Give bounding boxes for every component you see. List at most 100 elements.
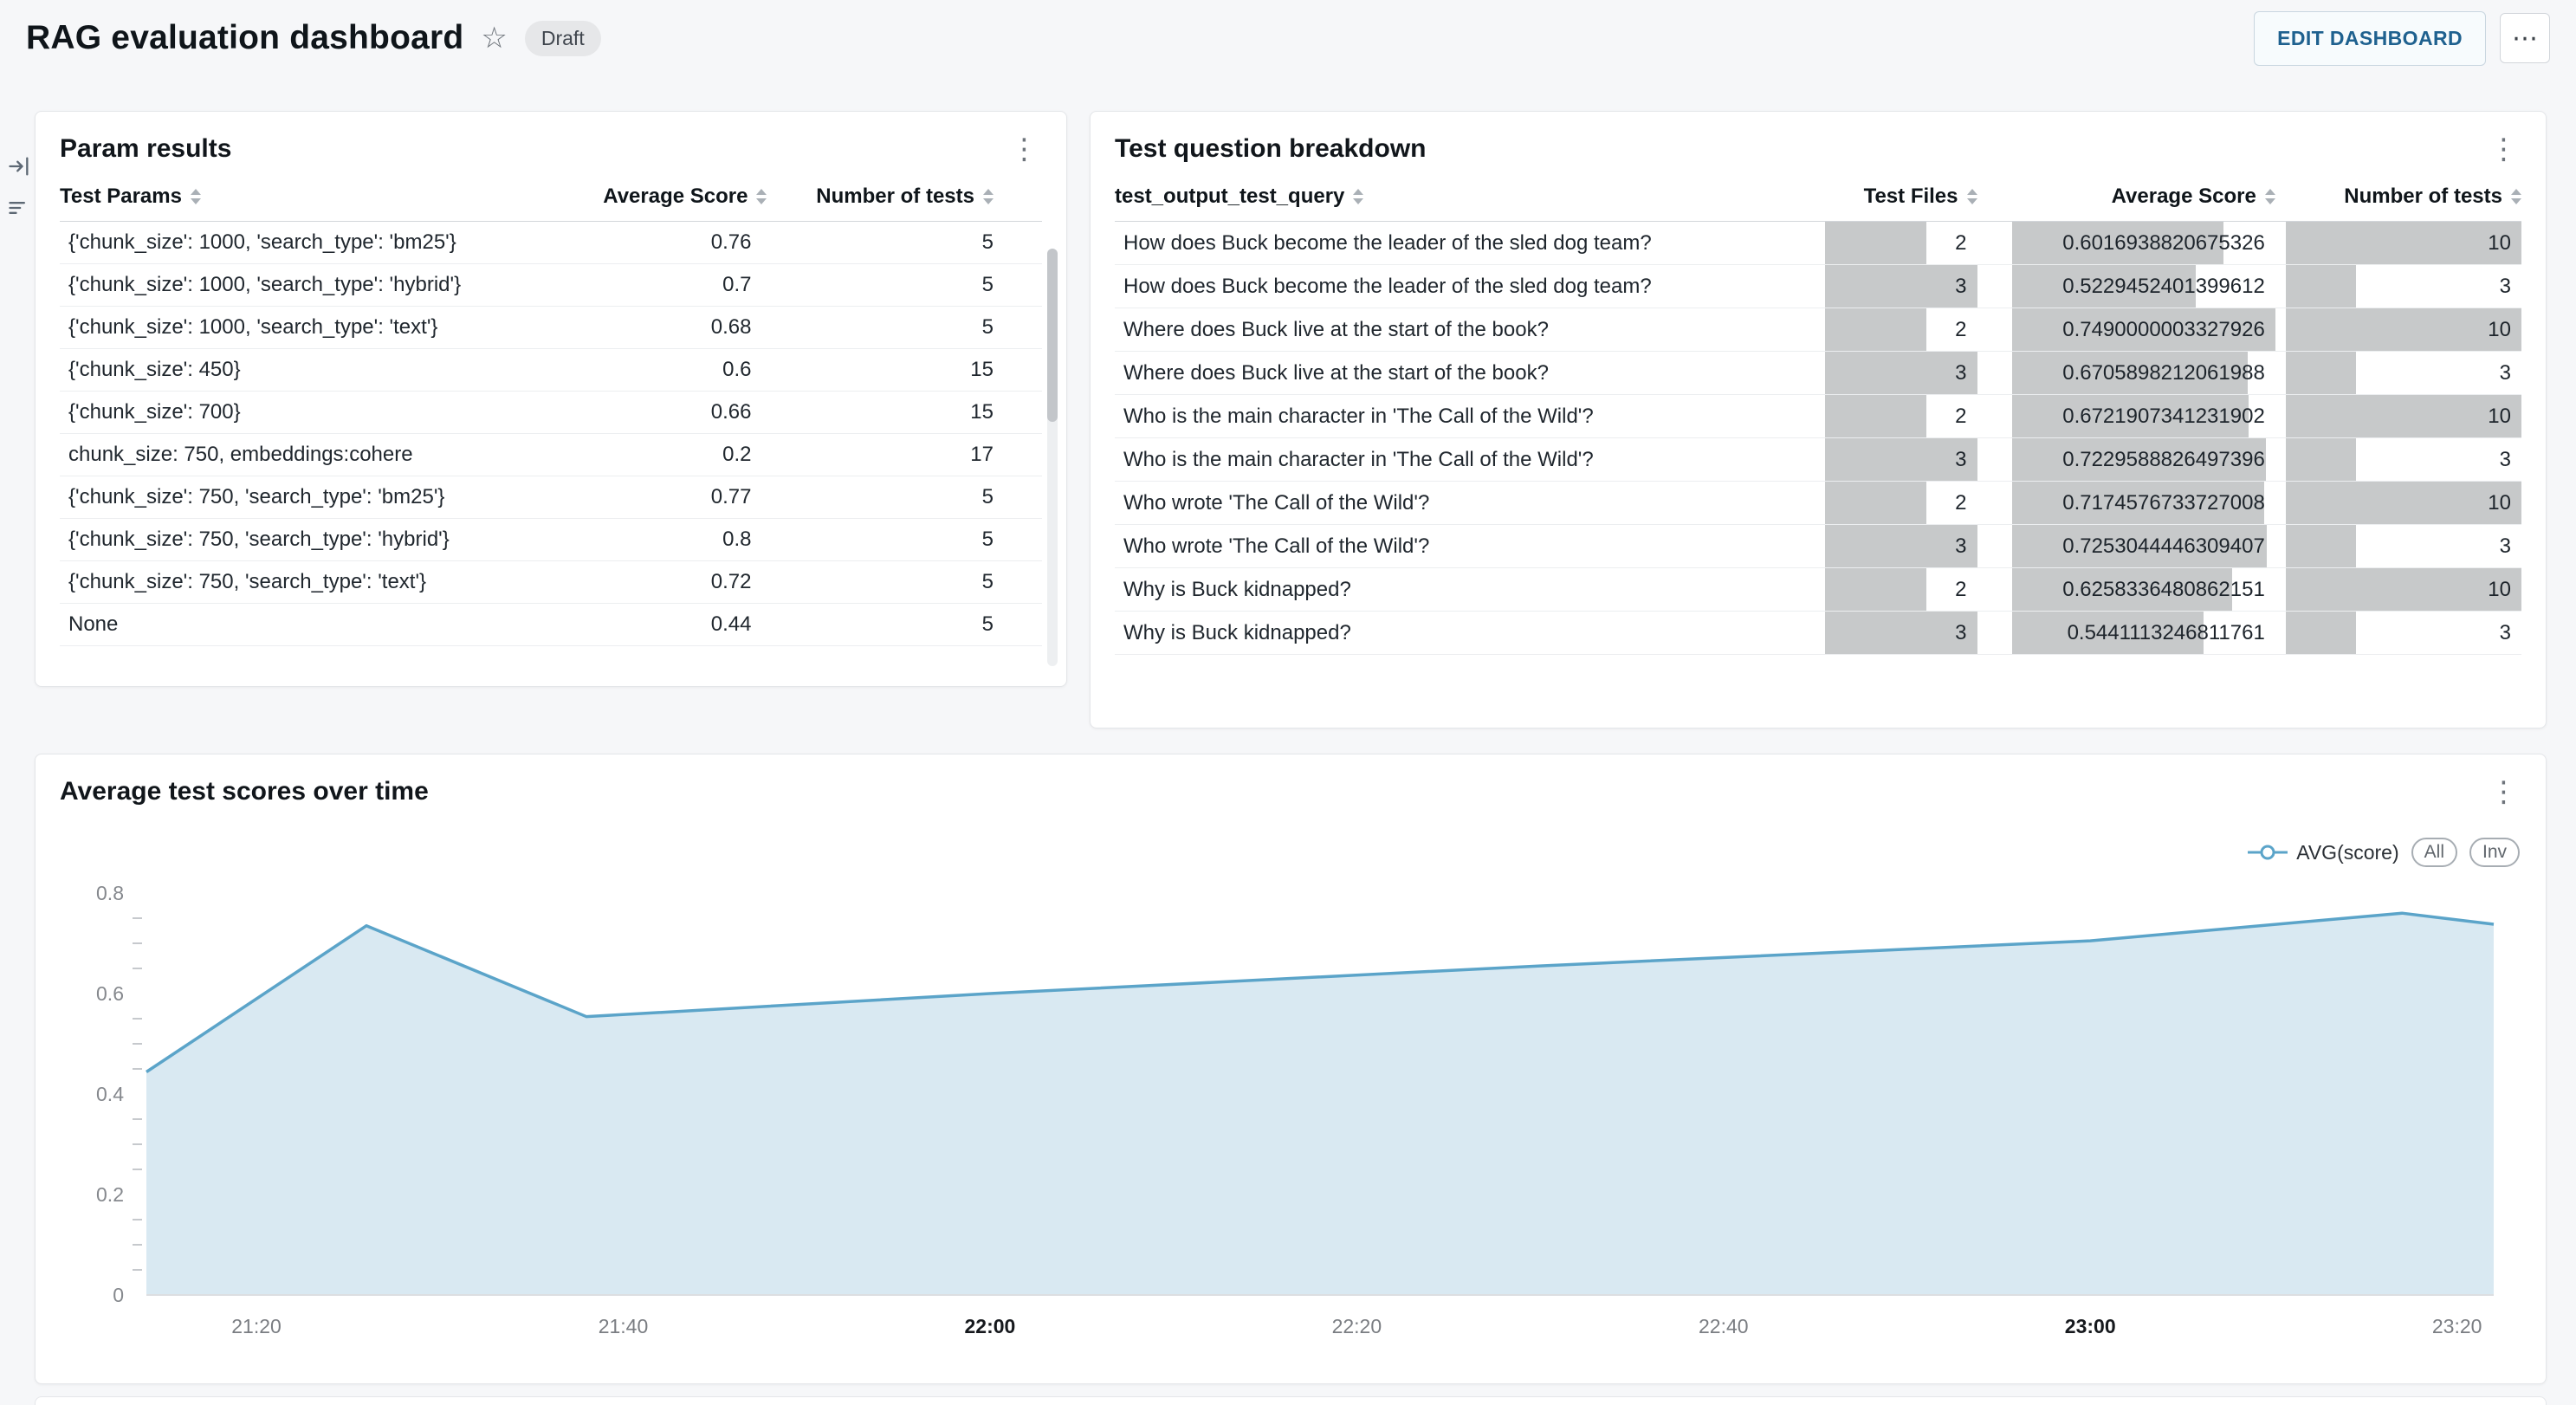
column-header-number-of-tests[interactable]: Number of tests (2275, 185, 2521, 222)
legend-item-avg-score[interactable]: AVG(score) (2248, 841, 2399, 864)
query-cell: Who wrote 'The Call of the Wild'? (1115, 481, 1826, 525)
table-row[interactable]: None 0.44 5 (60, 603, 1042, 646)
num-tests-cell: 3 (2275, 264, 2521, 308)
avg-score-line-chart[interactable]: 0 0.2 0.4 0.6 0.8 21:20 21:40 22:00 22:20 22:40 23… (36, 851, 2547, 1371)
table-row[interactable]: {'chunk_size': 1000, 'search_type': 'hyb… (60, 263, 1042, 307)
cell-value: 0.6016938820675326 (2062, 230, 2265, 255)
table-row[interactable]: chunk_size: 750, embeddings:cohere 0.2 17 (60, 433, 1042, 476)
cell-value: 3 (1955, 620, 1967, 644)
table-row[interactable]: {'chunk_size': 750, 'search_type': 'text… (60, 560, 1042, 604)
svg-text:22:40: 22:40 (1699, 1315, 1749, 1337)
draft-status-badge: Draft (524, 20, 601, 56)
table-row[interactable]: Where does Buck live at the start of the… (1115, 308, 2521, 352)
cell-value: 10 (2488, 577, 2511, 601)
favorite-star-icon[interactable]: ☆ (481, 22, 508, 55)
cell-value: 0.6721907341231902 (2062, 404, 2265, 428)
data-bar (2285, 438, 2357, 481)
data-bar (2011, 395, 2249, 437)
table-row[interactable]: How does Buck become the leader of the s… (1115, 264, 2521, 308)
data-bar (1825, 352, 1977, 394)
query-cell: Who is the main character in 'The Call o… (1115, 437, 1826, 482)
column-header-test-query[interactable]: test_output_test_query (1115, 185, 1826, 222)
chart-legend: AVG(score) All Inv (2248, 838, 2520, 867)
kebab-menu-icon[interactable]: ⋮ (1010, 133, 1039, 165)
column-header-test-params[interactable]: Test Params (60, 185, 532, 222)
query-cell: Who is the main character in 'The Call o… (1115, 394, 1826, 438)
table-row[interactable]: {'chunk_size': 700} 0.66 15 (60, 391, 1042, 434)
cell-value: 0.7253044446309407 (2062, 534, 2265, 558)
query-cell: How does Buck become the leader of the s… (1115, 264, 1826, 308)
table-row[interactable]: Where does Buck live at the start of the… (1115, 351, 2521, 395)
question-breakdown-card: Test question breakdown ⋮ test_output_te… (1090, 111, 2547, 728)
ellipsis-icon: ⋯ (2512, 23, 2538, 53)
cell-value: 2 (1955, 404, 1967, 428)
data-bar (2011, 222, 2223, 264)
data-bar (2285, 612, 2357, 654)
table-row[interactable]: Who wrote 'The Call of the Wild'? 3 0.7253… (1115, 524, 2521, 568)
test-files-cell: 2 (1825, 308, 1977, 352)
table-cell: {'chunk_size': 750, 'search_type': 'bm25… (60, 476, 532, 519)
kebab-menu-icon[interactable]: ⋮ (2489, 775, 2518, 807)
table-row[interactable]: Who is the main character in 'The Call o… (1115, 437, 2521, 482)
table-cell: {'chunk_size': 1000, 'search_type': 'bm2… (60, 221, 532, 264)
data-bar (2011, 308, 2275, 351)
table-cell: 0.2 (531, 433, 767, 476)
table-cell: {'chunk_size': 1000, 'search_type': 'tex… (60, 306, 532, 349)
test-files-cell: 3 (1825, 264, 1977, 308)
card-title: Average test scores over time (60, 777, 429, 806)
cell-value: 10 (2488, 490, 2511, 515)
table-row[interactable]: {'chunk_size': 1000, 'search_type': 'bm2… (60, 221, 1042, 264)
table-row[interactable]: Who wrote 'The Call of the Wild'? 2 0.7174… (1115, 481, 2521, 525)
cell-value: 2 (1955, 230, 1967, 255)
column-label: Number of tests (2344, 185, 2502, 208)
table-cell: 0.66 (531, 391, 767, 434)
num-tests-cell: 3 (2275, 437, 2521, 482)
column-label: Test Files (1863, 185, 1958, 208)
legend-invert-button[interactable]: Inv (2469, 838, 2520, 867)
column-header-average-score[interactable]: Average Score (1977, 185, 2275, 222)
more-options-button[interactable]: ⋯ (2500, 13, 2550, 63)
param-results-table: Test Params Average Score Number of test… (60, 185, 1042, 646)
card-title: Test question breakdown (1115, 134, 1427, 163)
data-bar (2285, 525, 2357, 567)
table-row[interactable]: {'chunk_size': 1000, 'search_type': 'tex… (60, 306, 1042, 349)
filter-icon[interactable] (7, 196, 31, 220)
table-row[interactable]: How does Buck become the leader of the s… (1115, 221, 2521, 265)
data-bar (1825, 222, 1927, 264)
svg-text:0.2: 0.2 (96, 1183, 124, 1206)
cell-value: 3 (2499, 447, 2511, 471)
table-row[interactable]: {'chunk_size': 750, 'search_type': 'bm25… (60, 476, 1042, 519)
column-header-test-files[interactable]: Test Files (1825, 185, 1977, 222)
legend-all-button[interactable]: All (2411, 838, 2457, 867)
scrollbar-thumb[interactable] (1047, 249, 1058, 422)
line-series-marker-icon (2248, 845, 2288, 860)
data-bar (2011, 612, 2204, 654)
table-row[interactable]: {'chunk_size': 450} 0.6 15 (60, 348, 1042, 392)
test-files-cell: 3 (1825, 611, 1977, 655)
cell-value: 10 (2488, 230, 2511, 255)
num-tests-cell: 3 (2275, 351, 2521, 395)
data-bar (1825, 265, 1977, 308)
sort-icon (983, 189, 994, 204)
cell-value: 10 (2488, 404, 2511, 428)
svg-text:22:00: 22:00 (964, 1315, 1015, 1337)
table-header-row: Test Params Average Score Number of test… (60, 185, 1042, 222)
test-files-cell: 2 (1825, 567, 1977, 612)
edit-dashboard-button[interactable]: EDIT DASHBOARD (2254, 10, 2486, 66)
table-row[interactable]: Why is Buck kidnapped? 3 0.544111324681176… (1115, 611, 2521, 655)
column-header-average-score[interactable]: Average Score (531, 185, 767, 222)
kebab-menu-icon[interactable]: ⋮ (2489, 133, 2518, 165)
table-row[interactable]: {'chunk_size': 750, 'search_type': 'hybr… (60, 518, 1042, 561)
panel-open-icon[interactable] (7, 154, 31, 178)
scores-over-time-card: Average test scores over time ⋮ AVG(scor… (35, 754, 2547, 1384)
data-bar (2285, 222, 2521, 264)
svg-text:0.6: 0.6 (96, 982, 124, 1005)
column-header-number-of-tests[interactable]: Number of tests (767, 185, 1042, 222)
table-scrollbar[interactable] (1047, 249, 1058, 666)
table-cell: 0.76 (531, 221, 767, 264)
table-row[interactable]: Why is Buck kidnapped? 2 0.625833648086215… (1115, 567, 2521, 612)
table-row[interactable]: Who is the main character in 'The Call o… (1115, 394, 2521, 438)
num-tests-cell: 10 (2275, 567, 2521, 612)
svg-text:23:00: 23:00 (2065, 1315, 2116, 1337)
query-cell: Why is Buck kidnapped? (1115, 567, 1826, 612)
